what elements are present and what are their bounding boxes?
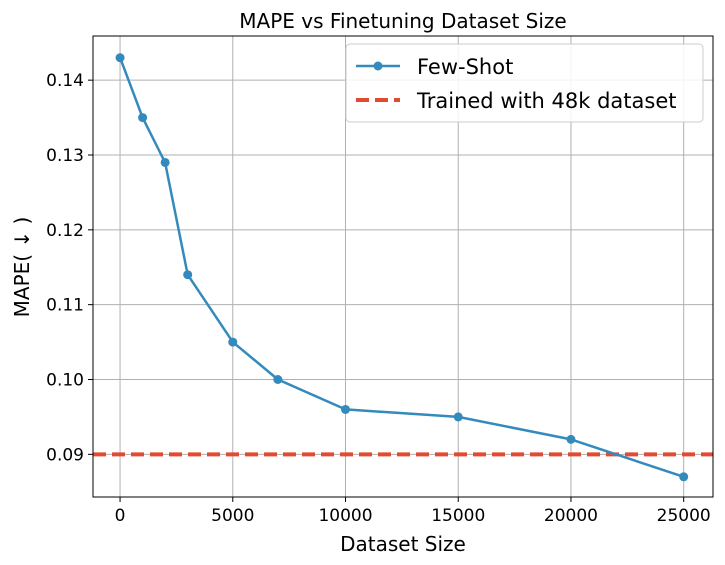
legend-label-trained-48k: Trained with 48k dataset (416, 89, 677, 113)
data-point (341, 404, 351, 414)
data-point (160, 157, 170, 167)
data-point (138, 113, 148, 123)
x-tick-label: 5000 (211, 506, 254, 526)
y-tick-label: 0.11 (46, 296, 84, 316)
x-axis-ticks: 0 5000 10000 15000 20000 25000 (115, 497, 711, 526)
x-tick-label: 10000 (318, 506, 372, 526)
legend: Few-Shot Trained with 48k dataset (345, 43, 704, 123)
y-tick-label: 0.13 (46, 146, 84, 166)
y-axis-ticks: 0.09 0.10 0.11 0.12 0.13 0.14 (46, 71, 93, 465)
series-line-few-shot (118, 57, 685, 478)
y-tick-label: 0.09 (46, 445, 84, 465)
y-tick-label: 0.10 (46, 371, 84, 391)
x-tick-label: 20000 (544, 506, 598, 526)
data-point (183, 270, 193, 280)
x-tick-label: 15000 (431, 506, 485, 526)
data-point (228, 337, 238, 347)
y-tick-label: 0.12 (46, 221, 84, 241)
plot-frame (92, 35, 714, 498)
chart-title: MAPE vs Finetuning Dataset Size (239, 9, 566, 33)
legend-label-few-shot: Few-Shot (417, 55, 513, 79)
data-point (115, 53, 125, 63)
legend-box (345, 43, 704, 123)
y-axis-title: MAPE( ↓ ) (10, 217, 34, 318)
x-axis-title: Dataset Size (340, 532, 466, 556)
legend-marker-few-shot (373, 61, 383, 71)
data-point (566, 434, 576, 444)
data-point (453, 412, 463, 422)
data-point (273, 375, 283, 385)
data-point (679, 472, 689, 482)
x-tick-label: 25000 (657, 506, 711, 526)
y-tick-label: 0.14 (46, 71, 84, 91)
series-group (115, 53, 689, 482)
x-tick-label: 0 (115, 506, 126, 526)
